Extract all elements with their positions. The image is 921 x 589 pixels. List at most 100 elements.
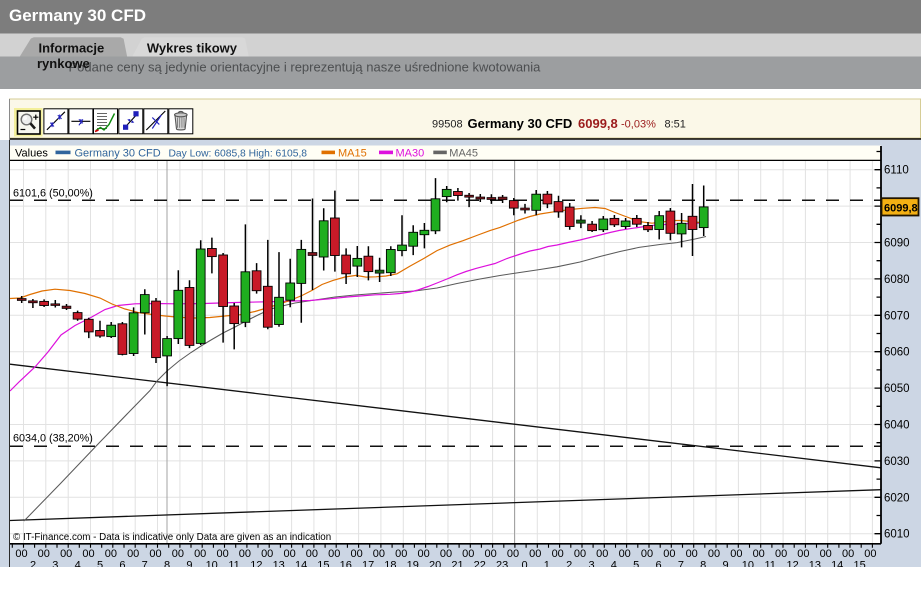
- svg-text:00: 00: [395, 548, 407, 560]
- svg-text:00: 00: [38, 548, 50, 560]
- svg-text:13: 13: [809, 560, 821, 572]
- svg-text:00: 00: [440, 548, 452, 560]
- svg-text:3: 3: [588, 560, 594, 572]
- svg-text:6: 6: [119, 560, 125, 572]
- svg-text:© IT-Finance.com - Data is ind: © IT-Finance.com - Data is indicative on…: [13, 532, 331, 543]
- svg-text:6050: 6050: [884, 383, 910, 395]
- svg-text:23: 23: [496, 560, 508, 572]
- svg-text:14: 14: [831, 560, 843, 572]
- svg-text:00: 00: [60, 548, 72, 560]
- svg-text:17: 17: [362, 560, 374, 572]
- svg-text:6020: 6020: [884, 492, 910, 504]
- svg-text:12: 12: [250, 560, 262, 572]
- svg-text:6034,0 (38,20%): 6034,0 (38,20%): [13, 433, 93, 445]
- svg-text:00: 00: [194, 548, 206, 560]
- svg-text:00: 00: [172, 548, 184, 560]
- svg-text:9: 9: [722, 560, 728, 572]
- svg-text:1: 1: [544, 560, 550, 572]
- svg-text:2: 2: [30, 560, 36, 572]
- svg-text:13: 13: [273, 560, 285, 572]
- svg-text:Informacje: Informacje: [39, 41, 105, 56]
- svg-text:MA15: MA15: [338, 148, 367, 160]
- svg-text:5: 5: [633, 560, 639, 572]
- svg-text:8: 8: [164, 560, 170, 572]
- svg-text:Wykres tikowy: Wykres tikowy: [147, 41, 238, 56]
- svg-text:00: 00: [663, 548, 675, 560]
- svg-text:6040: 6040: [884, 420, 910, 432]
- svg-text:7: 7: [678, 560, 684, 572]
- svg-text:10: 10: [742, 560, 754, 572]
- svg-text:Germany 30 CFD: Germany 30 CFD: [9, 6, 146, 25]
- svg-text:Germany 30 CFD: Germany 30 CFD: [468, 116, 573, 131]
- svg-text:00: 00: [216, 548, 228, 560]
- svg-text:0: 0: [521, 560, 527, 572]
- svg-text:4: 4: [611, 560, 617, 572]
- svg-text:8:51: 8:51: [665, 119, 686, 131]
- svg-text:00: 00: [373, 548, 385, 560]
- svg-text:7: 7: [142, 560, 148, 572]
- svg-text:00: 00: [82, 548, 94, 560]
- svg-text:14: 14: [295, 560, 307, 572]
- svg-text:00: 00: [775, 548, 787, 560]
- svg-text:00: 00: [507, 548, 519, 560]
- svg-text:00: 00: [753, 548, 765, 560]
- svg-text:00: 00: [686, 548, 698, 560]
- svg-text:3: 3: [52, 560, 58, 572]
- svg-text:Podane ceny są jedynie orienta: Podane ceny są jedynie orientacyjne i re…: [69, 60, 542, 75]
- svg-text:00: 00: [149, 548, 161, 560]
- svg-text:00: 00: [105, 548, 117, 560]
- svg-text:-0,03%: -0,03%: [621, 119, 656, 131]
- svg-text:9: 9: [186, 560, 192, 572]
- svg-text:rynkowe: rynkowe: [37, 56, 90, 71]
- svg-text:00: 00: [239, 548, 251, 560]
- svg-text:00: 00: [596, 548, 608, 560]
- svg-text:Day Low: 6085,8 High: 6105,8: Day Low: 6085,8 High: 6105,8: [169, 149, 308, 160]
- svg-text:00: 00: [842, 548, 854, 560]
- svg-text:00: 00: [328, 548, 340, 560]
- svg-text:00: 00: [417, 548, 429, 560]
- svg-text:18: 18: [384, 560, 396, 572]
- svg-text:00: 00: [820, 548, 832, 560]
- svg-text:6: 6: [655, 560, 661, 572]
- svg-text:10: 10: [206, 560, 218, 572]
- svg-text:00: 00: [484, 548, 496, 560]
- svg-text:00: 00: [462, 548, 474, 560]
- svg-text:Values: Values: [15, 148, 48, 160]
- svg-text:00: 00: [797, 548, 809, 560]
- svg-text:16: 16: [340, 560, 352, 572]
- svg-text:6099,8: 6099,8: [578, 116, 618, 131]
- svg-text:00: 00: [552, 548, 564, 560]
- svg-text:19: 19: [407, 560, 419, 572]
- svg-text:6101,6 (50,00%): 6101,6 (50,00%): [13, 188, 93, 200]
- svg-text:15: 15: [853, 560, 865, 572]
- svg-text:00: 00: [730, 548, 742, 560]
- svg-text:6070: 6070: [884, 310, 910, 322]
- svg-text:6090: 6090: [884, 238, 910, 250]
- svg-text:00: 00: [641, 548, 653, 560]
- svg-text:22: 22: [474, 560, 486, 572]
- svg-text:00: 00: [619, 548, 631, 560]
- svg-text:21: 21: [451, 560, 463, 572]
- svg-text:5: 5: [97, 560, 103, 572]
- svg-text:6080: 6080: [884, 274, 910, 286]
- svg-text:00: 00: [283, 548, 295, 560]
- svg-text:99508: 99508: [432, 119, 463, 131]
- svg-text:20: 20: [429, 560, 441, 572]
- svg-text:00: 00: [574, 548, 586, 560]
- svg-text:2: 2: [566, 560, 572, 572]
- svg-text:00: 00: [864, 548, 876, 560]
- svg-text:00: 00: [306, 548, 318, 560]
- svg-text:6099,8: 6099,8: [884, 202, 918, 214]
- svg-text:11: 11: [228, 560, 239, 572]
- svg-text:MA30: MA30: [396, 148, 425, 160]
- svg-text:6010: 6010: [884, 529, 910, 541]
- svg-text:15: 15: [317, 560, 329, 572]
- svg-text:4: 4: [75, 560, 81, 572]
- svg-text:00: 00: [529, 548, 541, 560]
- svg-text:00: 00: [350, 548, 362, 560]
- svg-text:MA45: MA45: [449, 148, 478, 160]
- svg-text:6030: 6030: [884, 456, 910, 468]
- svg-text:00: 00: [261, 548, 273, 560]
- svg-text:00: 00: [708, 548, 720, 560]
- svg-text:00: 00: [15, 548, 27, 560]
